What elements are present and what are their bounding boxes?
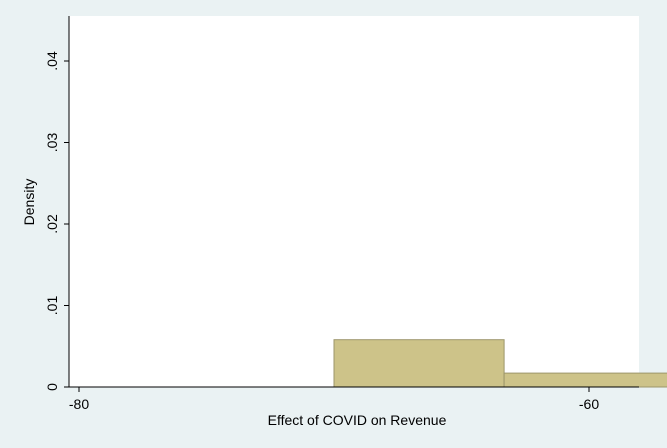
x-ticks-group: -80-60-40-20020	[69, 387, 599, 412]
y-tick-label: .03	[44, 133, 60, 153]
histogram-bar	[333, 339, 505, 388]
plot-area	[69, 16, 639, 387]
y-ticks-group: 0 .01 .02 .03 .04	[44, 51, 69, 391]
y-tick-label: .02	[44, 214, 60, 234]
x-tick-label: -60	[579, 396, 599, 412]
y-tick-label: .01	[44, 296, 60, 316]
x-tick-label: -80	[69, 396, 89, 412]
y-tick-label: .04	[44, 51, 60, 71]
y-tick-label: 0	[44, 383, 60, 391]
x-axis-title: Effect of COVID on Revenue	[268, 412, 447, 428]
bars-group	[333, 339, 667, 388]
histogram-bar	[503, 372, 667, 388]
y-axis-title: Density	[21, 179, 37, 226]
